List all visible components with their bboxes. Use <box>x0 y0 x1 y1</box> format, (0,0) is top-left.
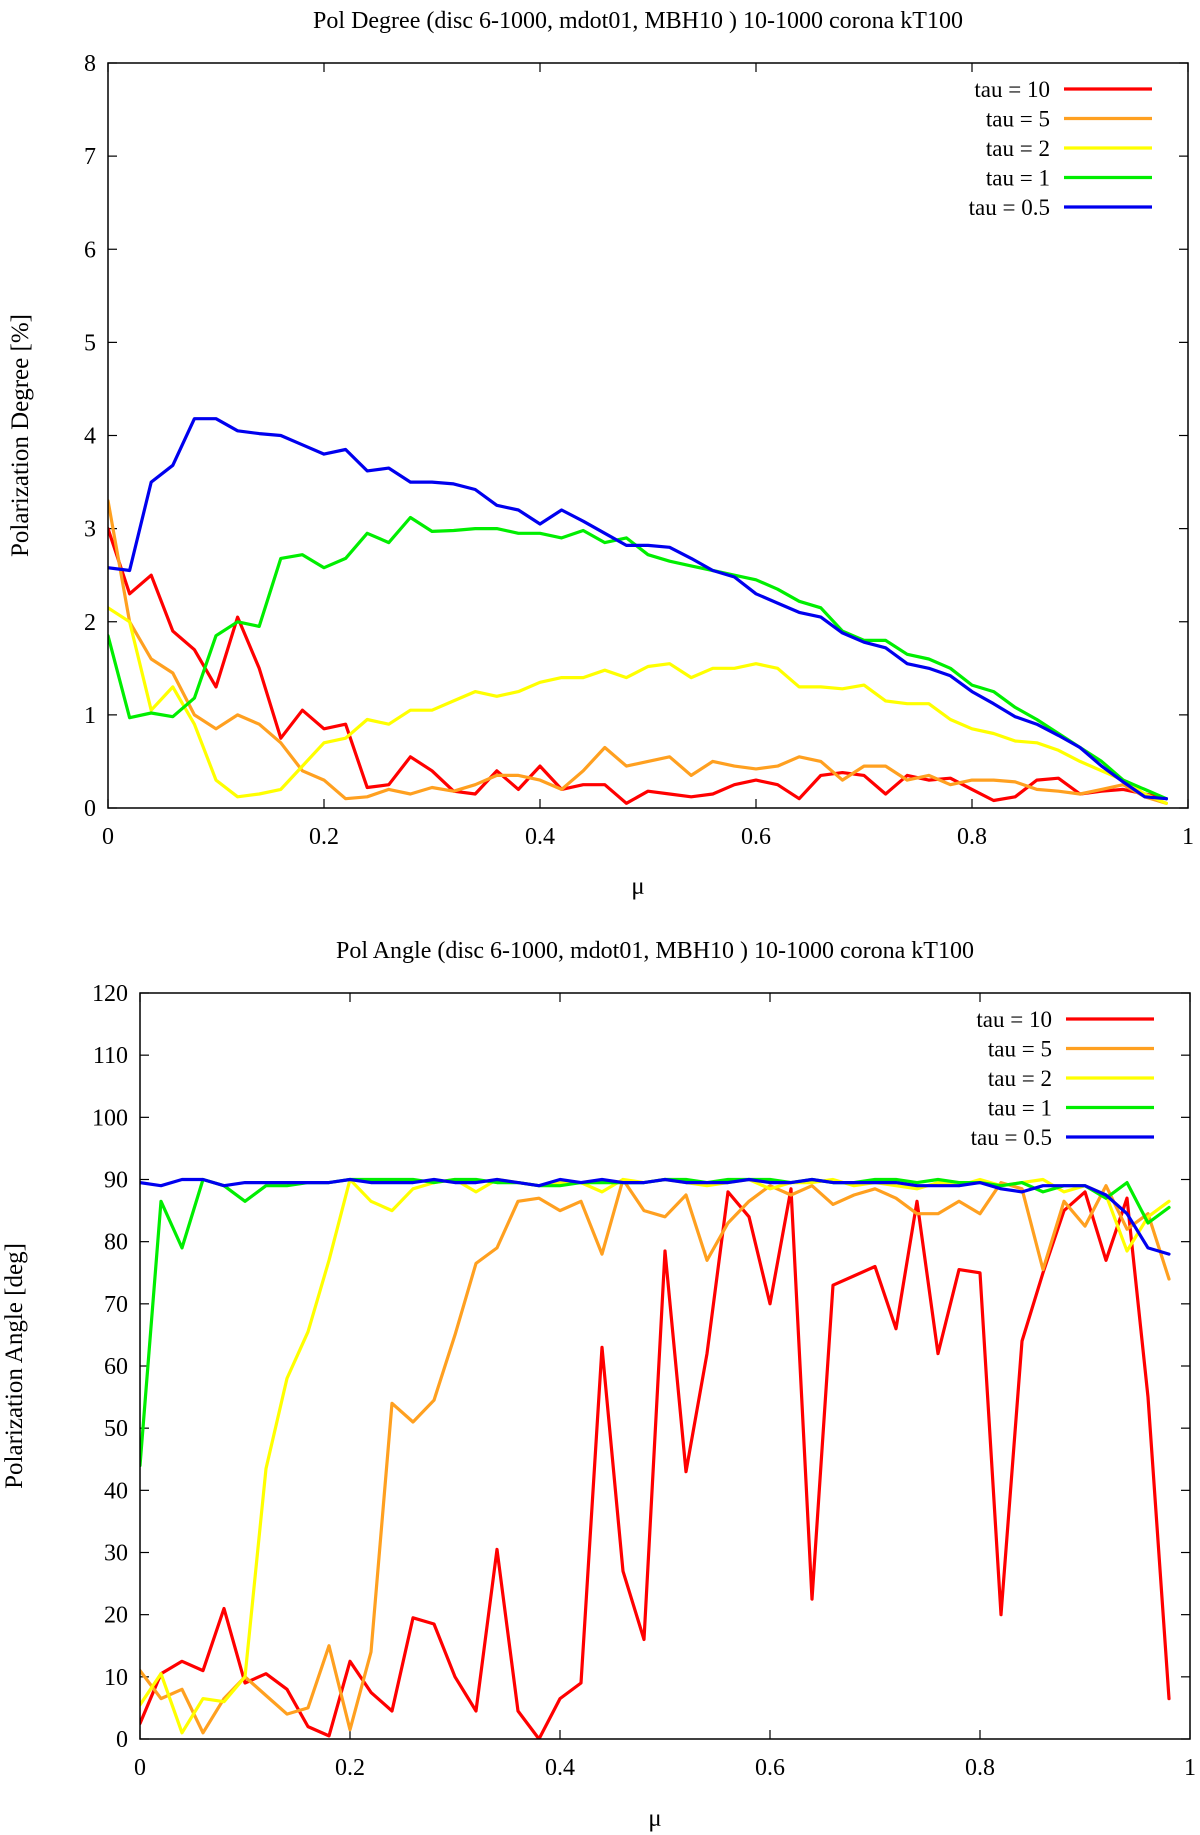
legend-label: tau = 10 <box>976 1007 1052 1032</box>
y-tick-label: 100 <box>92 1105 128 1131</box>
y-axis-label: Polarization Angle [deg] <box>1 1243 28 1489</box>
legend-label: tau = 2 <box>986 136 1050 161</box>
legend-label: tau = 0.5 <box>971 1125 1052 1150</box>
x-axis-label: μ <box>631 873 644 900</box>
y-tick-label: 30 <box>104 1541 128 1567</box>
legend: tau = 10 tau = 5 tau = 2 tau = 1 tau = 0.5 <box>971 1007 1154 1150</box>
y-tick-label: 120 <box>92 981 128 1007</box>
x-tick-label: 0.8 <box>957 824 987 850</box>
y-tick-label: 70 <box>104 1292 128 1318</box>
x-tick-label: 0.4 <box>525 824 555 850</box>
x-tick-label: 0.6 <box>755 1755 785 1781</box>
y-tick-label: 5 <box>84 330 96 356</box>
series-line-tau-0-5 <box>108 417 1169 801</box>
y-tick-label: 0 <box>116 1727 128 1753</box>
x-tick-label: 0.2 <box>335 1755 365 1781</box>
series-line-tau-0-5 <box>140 1177 1171 1256</box>
legend-label: tau = 1 <box>986 166 1050 191</box>
y-tick-label: 90 <box>104 1168 128 1194</box>
y-tick-label: 1 <box>84 703 96 729</box>
plot-area <box>140 1177 1171 1739</box>
legend-label: tau = 5 <box>988 1037 1052 1062</box>
y-tick-label: 4 <box>84 424 96 450</box>
y-tick-label: 20 <box>104 1603 128 1629</box>
y-tick-label: 10 <box>104 1665 128 1691</box>
y-tick-label: 3 <box>84 517 96 543</box>
series-line-tau-1 <box>108 515 1169 801</box>
legend-label: tau = 10 <box>974 77 1050 102</box>
chart-title: Pol Degree (disc 6-1000, mdot01, MBH10 )… <box>313 8 963 34</box>
x-tick-label: 0 <box>102 824 114 850</box>
y-tick-label: 6 <box>84 237 96 263</box>
legend-label: tau = 5 <box>986 107 1050 132</box>
y-tick-label: 80 <box>104 1230 128 1256</box>
legend: tau = 10 tau = 5 tau = 2 tau = 1 tau = 0.5 <box>969 77 1152 220</box>
x-tick-label: 0.8 <box>965 1755 995 1781</box>
x-tick-label: 1 <box>1182 824 1194 850</box>
chart-polarization-angle: Pol Angle (disc 6-1000, mdot01, MBH10 ) … <box>1 938 1196 1832</box>
y-tick-label: 0 <box>84 796 96 822</box>
y-tick-label: 8 <box>84 51 96 77</box>
y-tick-label: 7 <box>84 144 96 170</box>
series-line-tau-2 <box>108 606 1169 805</box>
legend-label: tau = 1 <box>988 1096 1052 1121</box>
series-line-tau-10 <box>140 1187 1171 1739</box>
x-tick-label: 0 <box>134 1755 146 1781</box>
series-line-tau-5 <box>108 499 1169 805</box>
y-tick-label: 2 <box>84 610 96 636</box>
plot-frame <box>107 62 1189 809</box>
x-tick-label: 1 <box>1184 1755 1196 1781</box>
legend-label: tau = 2 <box>988 1066 1052 1091</box>
x-tick-label: 0.6 <box>741 824 771 850</box>
x-tick-label: 0.2 <box>309 824 339 850</box>
chart-polarization-degree: Pol Degree (disc 6-1000, mdot01, MBH10 )… <box>7 8 1194 900</box>
x-tick-label: 0.4 <box>545 1755 575 1781</box>
legend-label: tau = 0.5 <box>969 195 1050 220</box>
chart-title: Pol Angle (disc 6-1000, mdot01, MBH10 ) … <box>336 938 974 964</box>
x-axis-label: μ <box>648 1805 661 1832</box>
y-axis-label: Polarization Degree [%] <box>7 314 34 557</box>
plot-area <box>108 417 1169 805</box>
y-tick-label: 110 <box>93 1043 128 1069</box>
y-tick-label: 40 <box>104 1478 128 1504</box>
y-tick-label: 60 <box>104 1354 128 1380</box>
plot-frame <box>139 992 1191 1740</box>
y-tick-label: 50 <box>104 1416 128 1442</box>
series-line-tau-10 <box>108 526 1169 805</box>
